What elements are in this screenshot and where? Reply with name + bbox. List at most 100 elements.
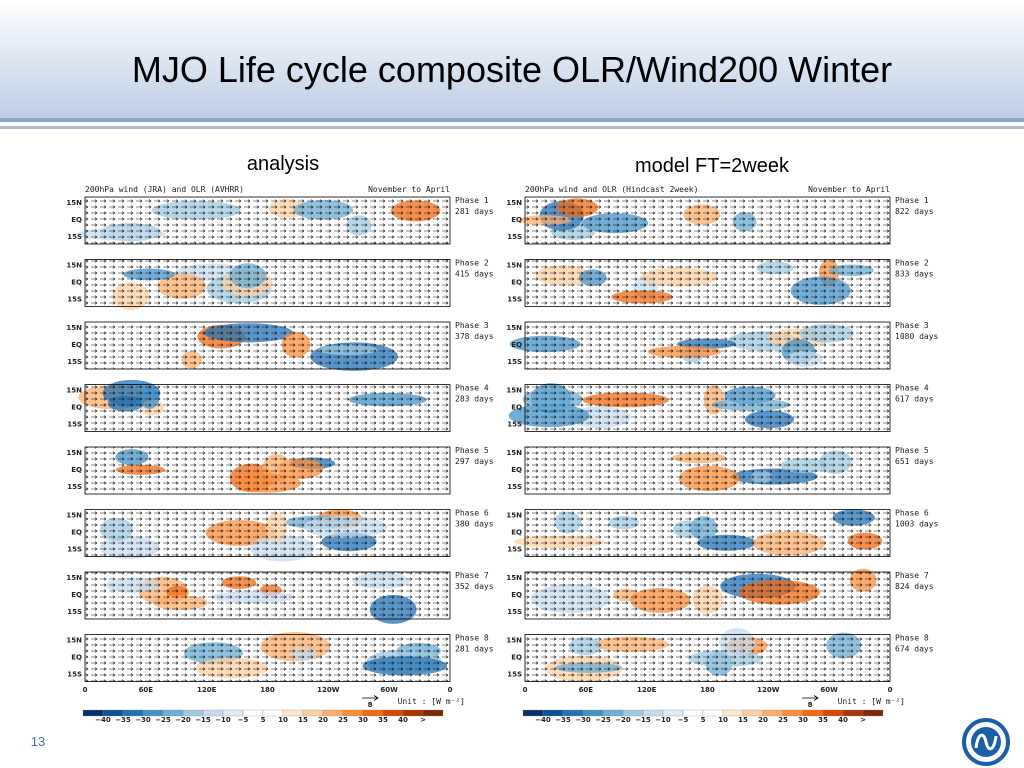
lat-label: EQ — [511, 216, 522, 224]
panel-header: November to April — [808, 185, 890, 194]
lon-label: 60E — [139, 686, 154, 694]
colorbar-label: 5 — [701, 716, 706, 724]
map-frame — [84, 571, 451, 620]
vector-key — [362, 695, 379, 701]
map: 15N EQ 15S Phase 2 833 days — [506, 259, 934, 307]
phase-days: 833 days — [895, 270, 934, 279]
phase-name: Phase 2 — [455, 259, 489, 268]
lon-label: 0 — [888, 686, 893, 694]
phase-days: 352 days — [455, 582, 494, 591]
map: 15N EQ 15S Phase 7 352 days — [66, 571, 494, 624]
map-frame — [524, 509, 891, 557]
lat-label: 15S — [67, 483, 82, 491]
phase-name: Phase 1 — [895, 196, 929, 205]
colorbar-label: 5 — [261, 716, 266, 724]
map: 15N EQ 15S Phase 4 283 days — [66, 379, 494, 432]
lat-label: EQ — [511, 404, 522, 412]
map-frame — [524, 384, 891, 432]
lat-label: 15S — [67, 421, 82, 429]
wind-vectors — [525, 572, 890, 619]
title-band — [0, 0, 1024, 118]
lat-label: 15N — [506, 199, 522, 207]
colorbar-label: −20 — [175, 716, 191, 724]
wind-vectors — [85, 634, 450, 682]
map: 15N EQ 15S Phase 1 822 days — [506, 196, 934, 245]
colorbar-label: 40 — [838, 716, 848, 724]
lon-label: 120E — [637, 686, 657, 694]
lat-label: EQ — [71, 466, 82, 474]
lat-label: 15N — [506, 574, 522, 582]
lat-label: EQ — [71, 341, 82, 349]
lon-label: 120W — [757, 686, 780, 694]
lat-label: 15S — [67, 358, 82, 366]
lon-label: 180 — [260, 686, 275, 694]
map-frame — [524, 259, 891, 307]
colorbar-label: 15 — [298, 716, 308, 724]
panel-label: model FT=2week — [635, 155, 790, 177]
lat-label: EQ — [71, 654, 82, 662]
colorbar-label: 10 — [718, 716, 728, 724]
lat-label: EQ — [511, 654, 522, 662]
phase-days: 281 days — [455, 207, 494, 216]
phase-name: Phase 8 — [895, 634, 929, 643]
lon-label: 0 — [83, 686, 88, 694]
wind-vectors — [525, 447, 890, 494]
lat-label: 15N — [66, 199, 82, 207]
phase-days: 1080 days — [895, 332, 939, 341]
map: 15N EQ 15S Phase 1 281 days — [66, 196, 494, 245]
panel-header: 200hPa wind and OLR (Hindcast 2week) — [525, 185, 698, 194]
lat-label: 15N — [66, 262, 82, 270]
lat-label: 15N — [506, 449, 522, 457]
phase-days: 822 days — [895, 207, 934, 216]
map: 15N EQ 15S Phase 2 415 days — [66, 259, 494, 311]
map: 15N EQ 15S Phase 4 617 days — [506, 383, 934, 432]
map-frame — [524, 321, 891, 370]
wind-vectors — [525, 384, 890, 432]
phase-days: 674 days — [895, 645, 934, 654]
lat-label: 15S — [507, 671, 522, 679]
lat-label: EQ — [71, 279, 82, 287]
phase-days: 283 days — [455, 395, 494, 404]
colorbar-label: 25 — [338, 716, 348, 724]
map: 15N EQ 15S Phase 3 378 days — [66, 321, 494, 371]
wind-vectors — [85, 447, 450, 494]
page-number: 13 — [31, 734, 45, 749]
colorbar-label: −20 — [615, 716, 631, 724]
map-frame — [84, 384, 451, 432]
lat-label: 15S — [507, 296, 522, 304]
map: 15N EQ 15S Phase 8 674 days — [506, 628, 934, 682]
map-frame — [524, 571, 891, 620]
phase-days: 1003 days — [895, 520, 939, 529]
wind-vectors — [85, 509, 450, 557]
lat-label: 15S — [507, 233, 522, 241]
lat-label: 15S — [507, 608, 522, 616]
colorbar-label: −40 — [95, 716, 111, 724]
lat-label: 15N — [506, 387, 522, 395]
wind-vectors — [525, 509, 890, 557]
panel: analysis 200hPa wind (JRA) and OLR (AVHRR… — [60, 153, 525, 724]
map: 15N EQ 15S Phase 6 380 days — [66, 509, 494, 562]
phase-name: Phase 6 — [895, 509, 929, 518]
lat-label: 15N — [66, 637, 82, 645]
phase-days: 378 days — [455, 332, 494, 341]
lat-label: 15N — [506, 262, 522, 270]
phase-name: Phase 3 — [895, 321, 929, 330]
colorbar-label: 40 — [398, 716, 408, 724]
map: 15N EQ 15S Phase 5 651 days — [506, 446, 934, 495]
phase-days: 297 days — [455, 457, 494, 466]
lon-label: 180 — [700, 686, 715, 694]
colorbar-label: −30 — [575, 716, 591, 724]
colorbar-label: −40 — [535, 716, 551, 724]
lon-label: 0 — [523, 686, 528, 694]
lon-label: 120W — [317, 686, 340, 694]
colorbar-label: −10 — [655, 716, 671, 724]
lat-label: EQ — [511, 529, 522, 537]
lon-label: 0 — [448, 686, 453, 694]
wind-vectors — [85, 259, 450, 307]
colorbar-label: > — [420, 716, 426, 724]
map: 15N EQ 15S Phase 3 1080 days — [506, 321, 939, 370]
map: 15N EQ 15S Phase 7 824 days — [506, 568, 934, 620]
colorbar-label: −25 — [595, 716, 611, 724]
colorbar-label: −30 — [135, 716, 151, 724]
phase-days: 651 days — [895, 457, 934, 466]
